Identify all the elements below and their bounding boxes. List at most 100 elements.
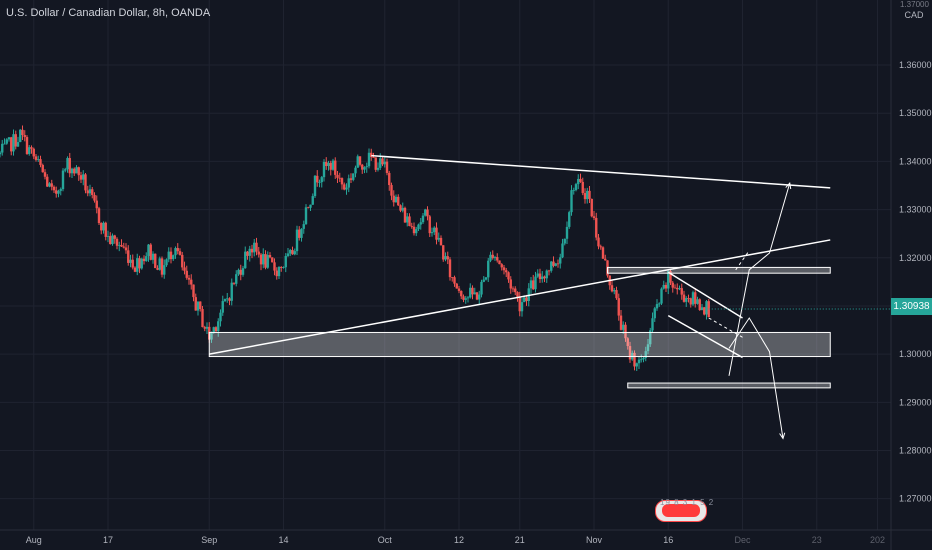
projection-arrow — [728, 182, 791, 376]
candle-body — [493, 257, 497, 259]
candle-body — [21, 129, 24, 136]
candle-body — [498, 260, 501, 265]
candle-body — [415, 229, 418, 234]
candle-body — [439, 237, 443, 246]
candle-body — [588, 190, 591, 199]
candle-body — [401, 207, 404, 211]
candle-body — [100, 223, 103, 231]
currency-code: CAD — [904, 10, 924, 20]
candle-body — [622, 324, 625, 330]
candle-body — [174, 248, 177, 256]
candle-body — [507, 272, 510, 280]
candle-body — [50, 183, 53, 187]
candle-body — [154, 253, 157, 269]
candle-body — [399, 205, 402, 211]
candle-body — [590, 198, 593, 217]
zone-box — [208, 331, 831, 358]
zone-box — [627, 382, 831, 389]
candle-body — [601, 247, 605, 259]
candle-body — [264, 254, 267, 268]
candle-body — [73, 168, 76, 174]
candle-body — [25, 137, 29, 154]
candle-body — [419, 222, 422, 225]
candle-body — [570, 190, 573, 213]
candle-body — [592, 216, 596, 218]
candle-body — [473, 292, 476, 295]
candle-body — [644, 351, 647, 359]
x-tick-label: Nov — [586, 535, 603, 545]
candle-body — [406, 216, 409, 223]
candle-body — [14, 134, 17, 147]
candle-body — [448, 259, 452, 278]
candle-body — [142, 258, 146, 262]
candle-body — [23, 135, 26, 138]
chart-title: U.S. Dollar / Canadian Dollar, 8h, OANDA — [6, 7, 211, 19]
candle-body — [595, 217, 598, 238]
candle-body — [46, 176, 49, 187]
y-tick-label: 1.30000 — [899, 349, 932, 359]
candle-body — [30, 147, 33, 149]
candle-body — [248, 248, 251, 256]
candle-body — [104, 222, 107, 237]
candle-body — [201, 309, 204, 328]
last-price-badge: 1.30938 — [891, 298, 932, 315]
candle-body — [111, 235, 114, 245]
candle-body — [61, 170, 65, 190]
candle-body — [176, 248, 179, 252]
candle-body — [381, 158, 384, 165]
candle-body — [426, 209, 429, 217]
candle-body — [55, 190, 58, 194]
candle-body — [390, 185, 393, 196]
candle-body — [619, 315, 623, 330]
candle-body — [219, 312, 222, 322]
candle-body — [457, 288, 461, 291]
candle-body — [172, 255, 175, 260]
candle-body — [95, 200, 98, 209]
candle-body — [442, 245, 445, 260]
candle-body — [77, 167, 80, 176]
candle-body — [293, 251, 296, 255]
candle-body — [244, 251, 247, 269]
trend-line — [209, 239, 831, 355]
candle-body — [259, 254, 263, 265]
candle-body — [435, 227, 438, 240]
candle-body — [34, 156, 38, 160]
candle-body — [39, 159, 42, 165]
candle-body — [253, 242, 256, 253]
candle-body — [682, 294, 686, 302]
candle-body — [28, 147, 31, 154]
candle-body — [102, 222, 105, 231]
candle-body — [626, 338, 629, 347]
candle-body — [534, 276, 537, 290]
candle-body — [511, 288, 515, 290]
candle-body — [392, 195, 395, 203]
candle-body — [453, 277, 456, 284]
candle-body — [462, 296, 465, 300]
y-tick-label: 1.35000 — [899, 108, 932, 118]
candle-body — [637, 359, 641, 364]
y-tick-label: 1.32000 — [899, 253, 932, 263]
candle-body — [352, 173, 355, 180]
candle-body — [671, 282, 674, 288]
candle-body — [214, 327, 218, 332]
candle-body — [379, 158, 382, 168]
candle-body — [149, 244, 152, 260]
candle-body — [433, 227, 436, 233]
candle-body — [10, 137, 13, 152]
candle-body — [583, 193, 587, 200]
candle-body — [383, 161, 386, 165]
candle-body — [106, 236, 110, 237]
candle-body — [509, 279, 512, 289]
candle-body — [82, 174, 85, 180]
candle-body — [597, 237, 600, 247]
candle-body — [556, 263, 560, 265]
candle-body — [478, 294, 481, 300]
candle-body — [118, 244, 121, 246]
trend-line — [667, 314, 743, 359]
candle-body — [577, 178, 580, 185]
candle-body — [32, 148, 35, 157]
candle-body — [574, 184, 578, 191]
candle-body — [525, 297, 528, 302]
candle-body — [113, 235, 116, 239]
